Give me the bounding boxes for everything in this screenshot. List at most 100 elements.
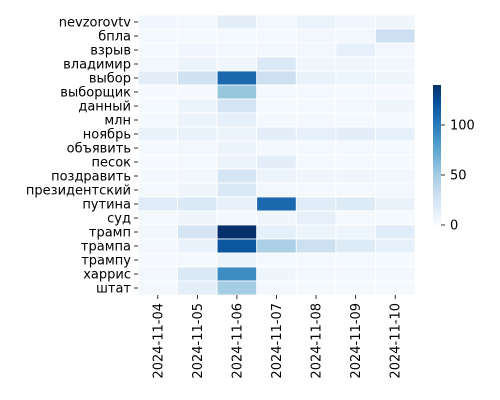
heatmap-cell: [335, 224, 376, 240]
heatmap-cell: [335, 14, 376, 30]
heatmap-cell: [375, 84, 416, 100]
row-label: трампу: [81, 254, 131, 269]
heatmap-cell: [137, 98, 178, 114]
colorbar-tick-label: 50: [450, 169, 467, 184]
heatmap-cell: [335, 84, 376, 100]
heatmap-cell: [216, 168, 258, 184]
heatmap-cell: [137, 84, 178, 100]
row-label: путина: [82, 198, 131, 213]
heatmap-cell: [177, 280, 218, 296]
heatmap-cell: [177, 112, 218, 128]
heatmap-cell: [177, 98, 218, 114]
heatmap-cell: [256, 252, 297, 268]
row-label: ноябрь: [83, 128, 131, 143]
colorbar-gradient: [433, 85, 441, 225]
row-label: трамп: [89, 226, 131, 241]
row-label: взрыв: [90, 44, 131, 59]
heatmap-cell: [137, 42, 178, 58]
heatmap-cell: [177, 182, 218, 198]
heatmap-cell: [375, 140, 416, 156]
heatmap-cell: [295, 154, 337, 170]
column-label: 2024-11-07: [270, 303, 285, 379]
column-label: 2024-11-08: [310, 303, 325, 379]
heatmap-cell: [137, 70, 178, 86]
row-label: млн: [104, 114, 131, 129]
heatmap-cell: [177, 252, 218, 268]
heatmap-cell: [295, 84, 337, 100]
heatmap-cell: [137, 140, 178, 156]
heatmap-cell: [216, 28, 258, 44]
heatmap-cell: [137, 196, 178, 212]
heatmap-cell: [335, 70, 376, 86]
heatmap-cell: [137, 238, 178, 254]
heatmap-cell: [216, 84, 258, 100]
heatmap-cell: [295, 210, 337, 226]
heatmap-cell: [256, 70, 297, 86]
heatmap-cell: [216, 154, 258, 170]
heatmap-cell: [375, 252, 416, 268]
heatmap-cell: [216, 70, 258, 86]
heatmap-cell: [216, 126, 258, 142]
heatmap-cell: [256, 168, 297, 184]
heatmap-cell: [256, 210, 297, 226]
heatmap-cell: [295, 70, 337, 86]
column-label: 2024-11-06: [230, 303, 245, 379]
heatmap-cell: [335, 126, 376, 142]
row-label: президентский: [26, 184, 131, 199]
heatmap-cell: [295, 168, 337, 184]
heatmap-cell: [295, 112, 337, 128]
heatmap-cell: [177, 84, 218, 100]
heatmap-cell: [375, 238, 416, 254]
column-label: 2024-11-09: [349, 303, 364, 379]
heatmap-cell: [177, 266, 218, 282]
heatmap-cell: [375, 42, 416, 58]
heatmap-cell: [216, 280, 258, 296]
heatmap-cell: [335, 140, 376, 156]
heatmap-cell: [295, 266, 337, 282]
heatmap-cell: [137, 266, 178, 282]
heatmap-cell: [295, 280, 337, 296]
row-label: суд: [107, 212, 131, 227]
heatmap-cell: [256, 196, 297, 212]
heatmap-cell: [177, 224, 218, 240]
heatmap-cell: [256, 14, 297, 30]
heatmap-cell: [295, 252, 337, 268]
heatmap-cell: [177, 42, 218, 58]
heatmap-cell: [335, 28, 376, 44]
heatmap-cell: [256, 238, 297, 254]
heatmap-cell: [256, 140, 297, 156]
heatmap-cell: [295, 224, 337, 240]
column-label: 2024-11-10: [389, 303, 404, 379]
row-label: харрис: [83, 268, 131, 283]
heatmap-cell: [177, 238, 218, 254]
column-labels: 2024-11-04 2024-11-05 2024-11-06 2024-11-07…: [151, 295, 404, 379]
heatmap-cell: [177, 28, 218, 44]
heatmap-cell: [375, 210, 416, 226]
heatmap-cell: [256, 224, 297, 240]
row-label: песок: [92, 156, 132, 171]
heatmap-cell: [335, 168, 376, 184]
heatmap-cell: [177, 140, 218, 156]
heatmap-cell: [177, 56, 218, 72]
heatmap-cell: [137, 112, 178, 128]
row-label: поздравить: [51, 170, 131, 185]
colorbar-tick-label: 0: [450, 219, 458, 234]
heatmap-cell: [177, 168, 218, 184]
heatmap-cell: [375, 182, 416, 198]
heatmap-cell: [137, 182, 178, 198]
heatmap-cell: [375, 280, 416, 296]
row-label: штат: [96, 282, 131, 297]
heatmap-cell: [256, 84, 297, 100]
column-label: 2024-11-04: [151, 303, 166, 379]
heatmap-cell: [335, 210, 376, 226]
heatmap-cell: [216, 112, 258, 128]
heatmap-cell: [256, 28, 297, 44]
heatmap-cell: [375, 168, 416, 184]
heatmap-cell: [335, 98, 376, 114]
heatmap-cell: [216, 210, 258, 226]
heatmap-cell: [375, 126, 416, 142]
heatmap-cell: [216, 252, 258, 268]
heatmap-cell: [335, 280, 376, 296]
heatmap-cell: [295, 140, 337, 156]
